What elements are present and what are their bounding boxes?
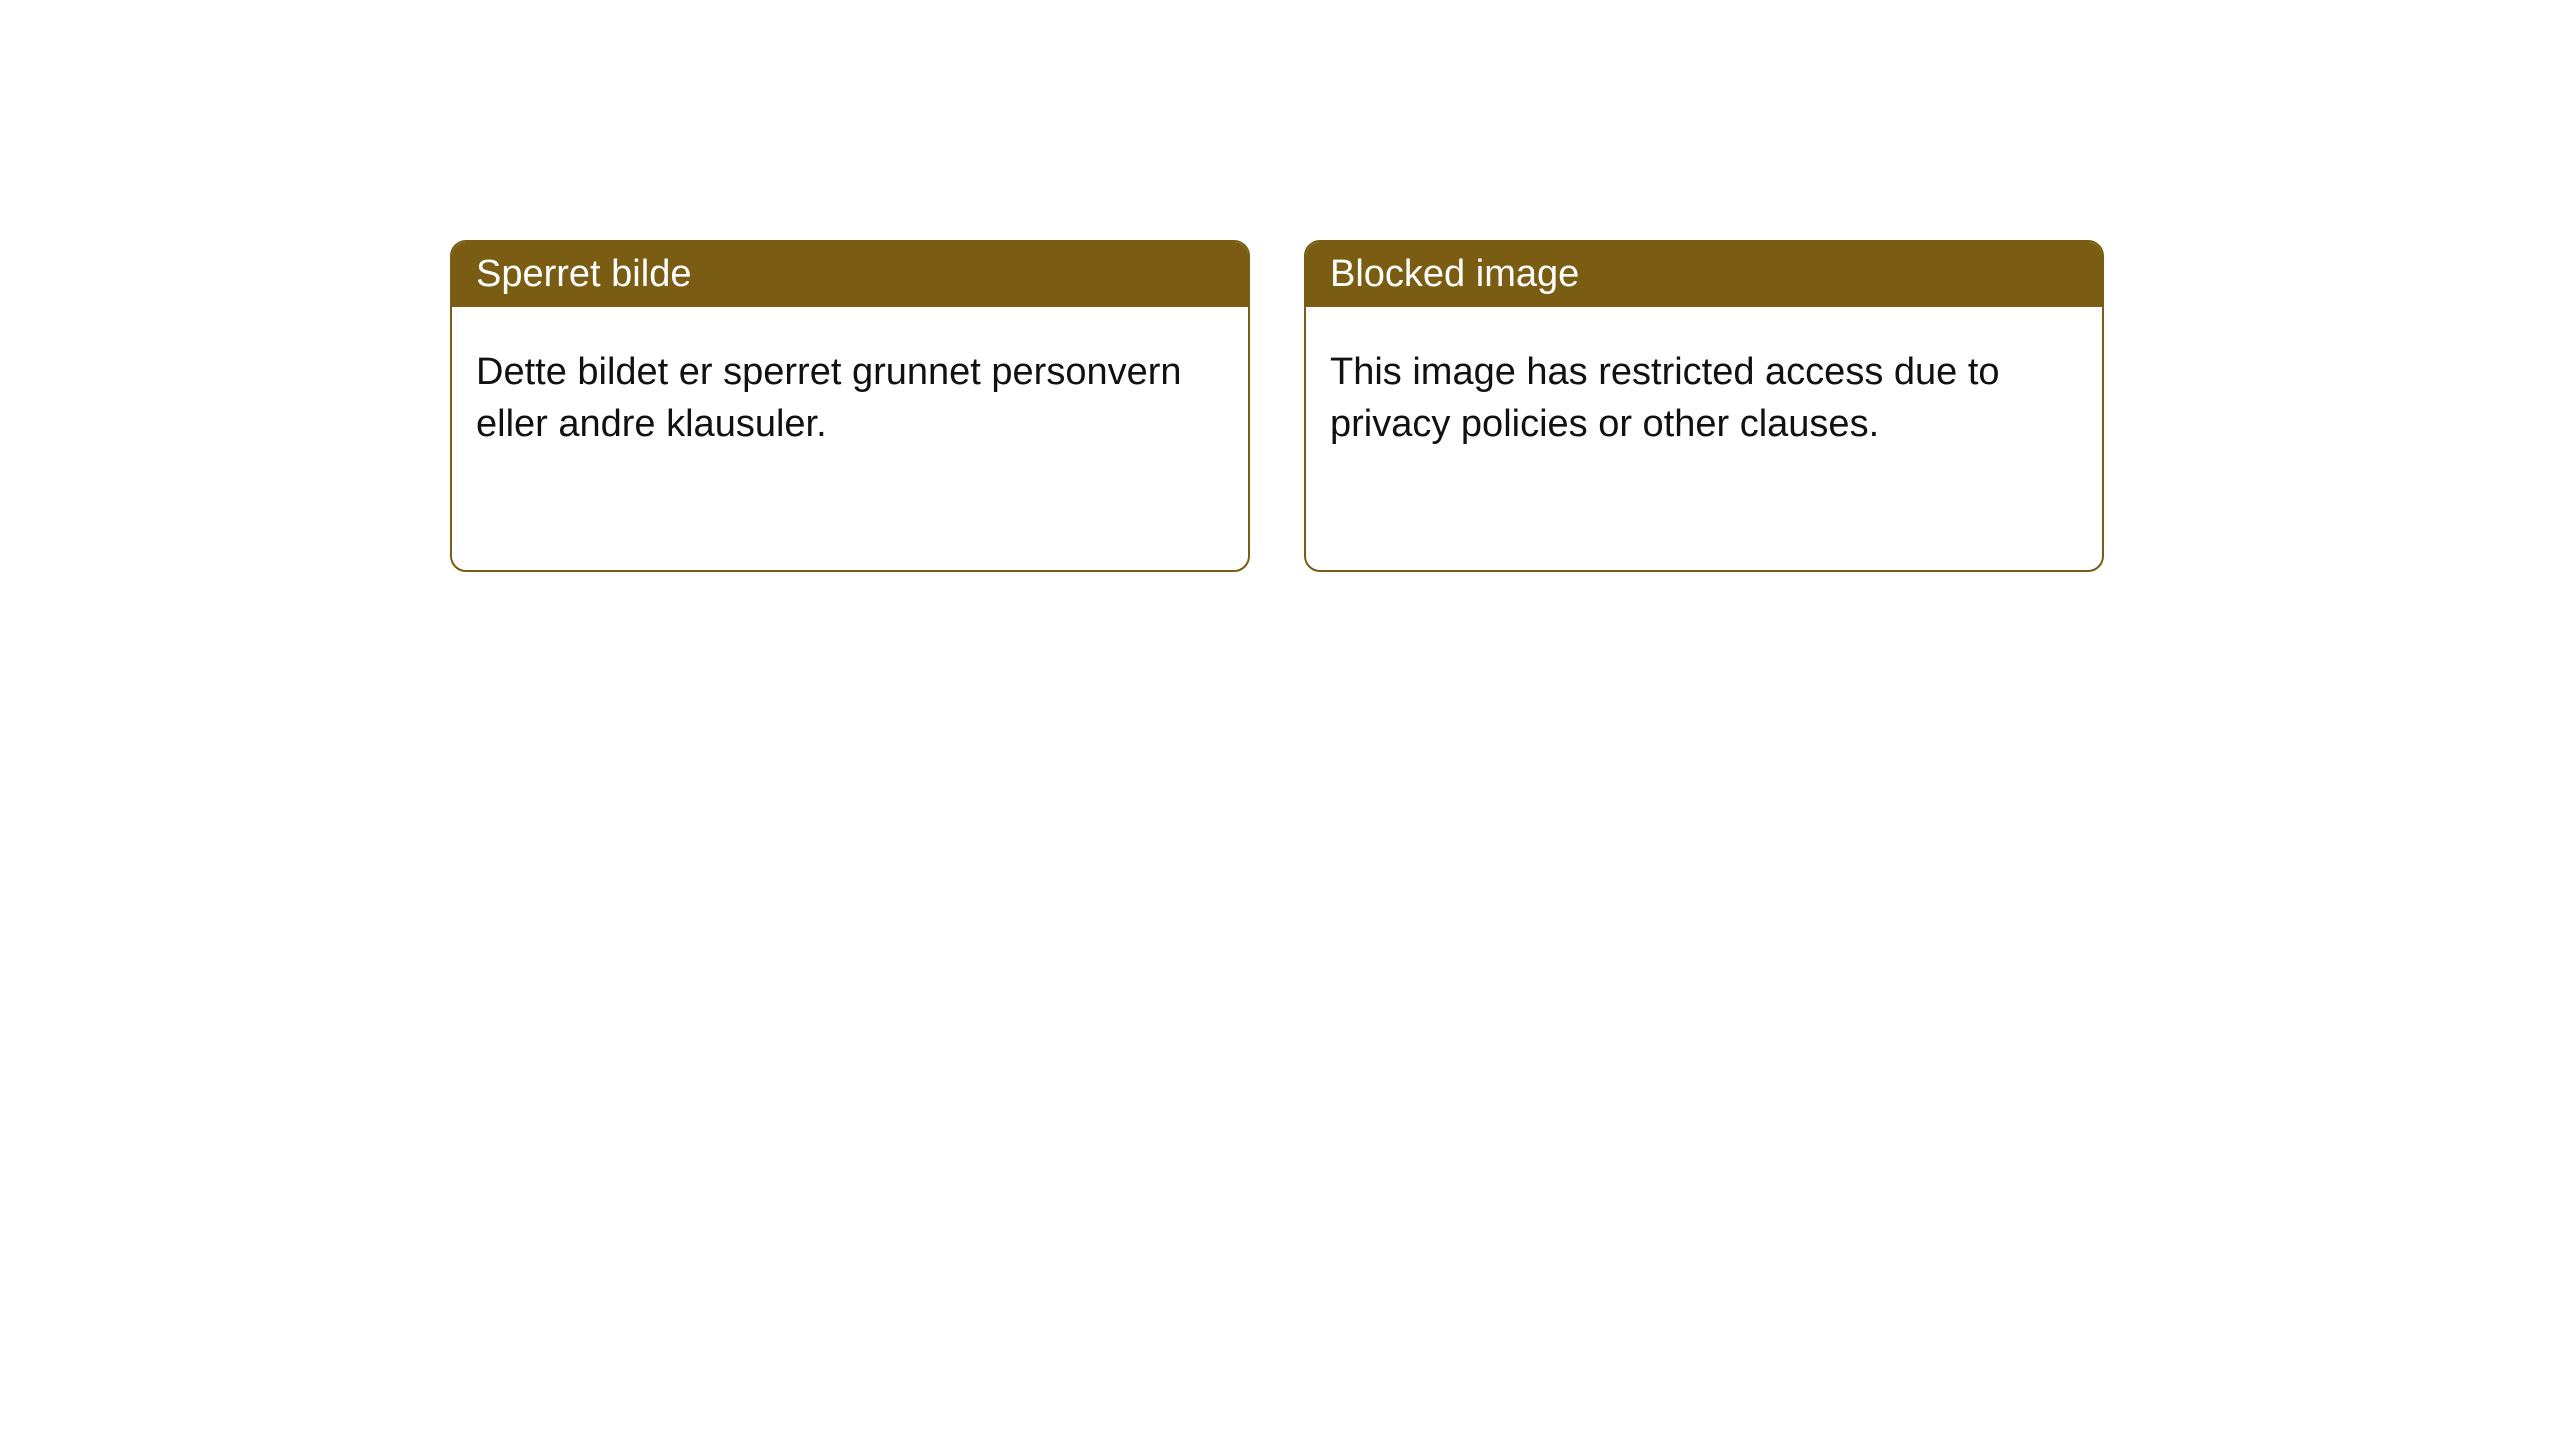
- notice-body: This image has restricted access due to …: [1306, 307, 2102, 474]
- notice-container: Sperret bilde Dette bildet er sperret gr…: [0, 0, 2560, 572]
- notice-header: Blocked image: [1306, 242, 2102, 307]
- notice-body: Dette bildet er sperret grunnet personve…: [452, 307, 1248, 474]
- notice-card-norwegian: Sperret bilde Dette bildet er sperret gr…: [450, 240, 1250, 572]
- notice-header: Sperret bilde: [452, 242, 1248, 307]
- notice-card-english: Blocked image This image has restricted …: [1304, 240, 2104, 572]
